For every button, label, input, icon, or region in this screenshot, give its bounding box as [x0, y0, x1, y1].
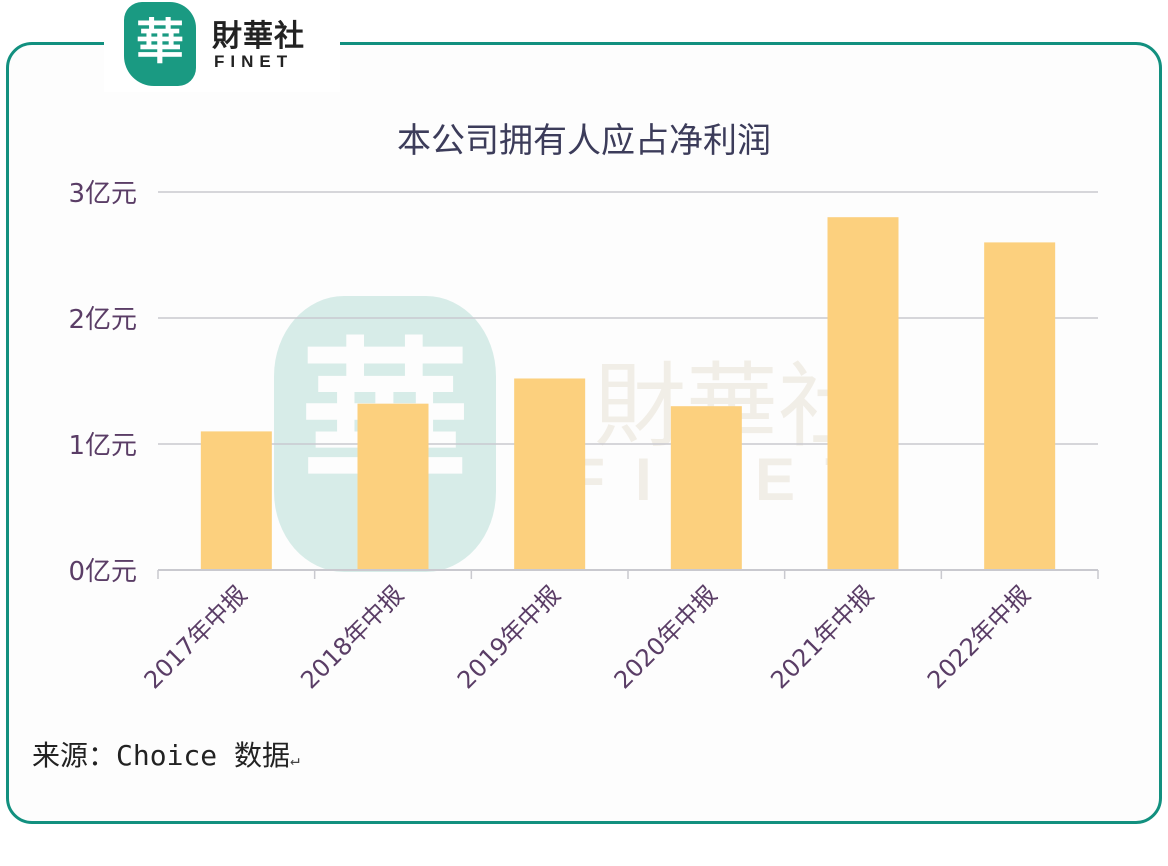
x-tick-label: 2017年中报: [139, 580, 253, 694]
y-tick-label: 0亿元: [68, 557, 137, 587]
bar: [984, 242, 1056, 570]
y-tick-label: 3亿元: [68, 179, 137, 209]
source-text: 来源：Choice 数据: [32, 739, 291, 772]
logo-name-en: FINET: [214, 52, 294, 71]
y-tick-label: 1亿元: [68, 431, 137, 461]
logo-mark-icon: 華: [124, 2, 196, 86]
logo-name-cn: 財華社: [212, 19, 305, 54]
bar: [514, 378, 586, 570]
x-tick-label: 2022年中报: [922, 580, 1036, 694]
x-tick-label: 2018年中报: [295, 580, 409, 694]
bar: [357, 403, 429, 570]
finet-logo: 華 財華社 FINET: [104, 0, 340, 92]
bars: [200, 217, 1056, 570]
y-tick-label: 2亿元: [68, 305, 137, 335]
source-note: 来源：Choice 数据↵: [32, 738, 300, 778]
x-tick-label: 2021年中报: [765, 580, 879, 694]
logo-mark-glyph: 華: [135, 14, 184, 70]
x-tick-label: 2019年中报: [452, 580, 566, 694]
chart-title: 本公司拥有人应占净利润: [397, 121, 771, 161]
bar: [827, 217, 899, 570]
bar: [200, 431, 272, 570]
bar: [670, 406, 742, 570]
return-mark-icon: ↵: [290, 750, 300, 769]
grid-lines: [158, 191, 1098, 445]
x-tick-label: 2020年中报: [609, 580, 723, 694]
